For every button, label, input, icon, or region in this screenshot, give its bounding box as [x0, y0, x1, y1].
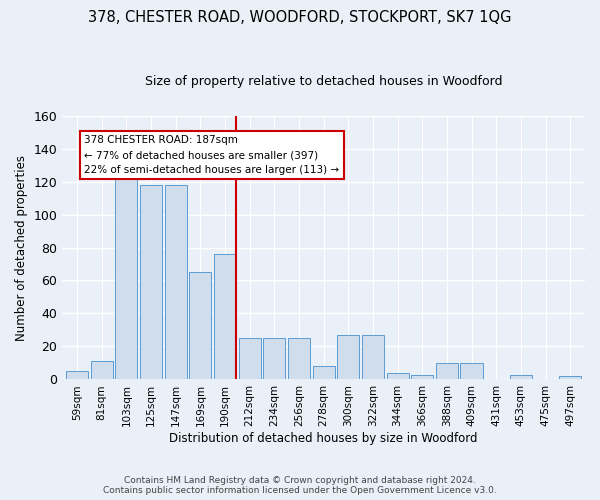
Text: Contains HM Land Registry data © Crown copyright and database right 2024.
Contai: Contains HM Land Registry data © Crown c… [103, 476, 497, 495]
Title: Size of property relative to detached houses in Woodford: Size of property relative to detached ho… [145, 75, 502, 88]
Text: 378 CHESTER ROAD: 187sqm
← 77% of detached houses are smaller (397)
22% of semi-: 378 CHESTER ROAD: 187sqm ← 77% of detach… [85, 136, 340, 175]
Bar [189, 272, 211, 380]
X-axis label: Distribution of detached houses by size in Woodford: Distribution of detached houses by size … [169, 432, 478, 445]
Bar [140, 185, 162, 380]
Bar [263, 338, 286, 380]
Bar [460, 363, 482, 380]
Bar [436, 363, 458, 380]
Bar [337, 335, 359, 380]
Bar [214, 254, 236, 380]
Bar [91, 362, 113, 380]
Bar [66, 371, 88, 380]
Y-axis label: Number of detached properties: Number of detached properties [15, 154, 28, 340]
Bar [386, 373, 409, 380]
Bar [115, 165, 137, 380]
Bar [239, 338, 261, 380]
Bar [362, 335, 384, 380]
Bar [510, 374, 532, 380]
Bar [313, 366, 335, 380]
Bar [559, 376, 581, 380]
Text: 378, CHESTER ROAD, WOODFORD, STOCKPORT, SK7 1QG: 378, CHESTER ROAD, WOODFORD, STOCKPORT, … [88, 10, 512, 25]
Bar [288, 338, 310, 380]
Bar [164, 185, 187, 380]
Bar [411, 374, 433, 380]
